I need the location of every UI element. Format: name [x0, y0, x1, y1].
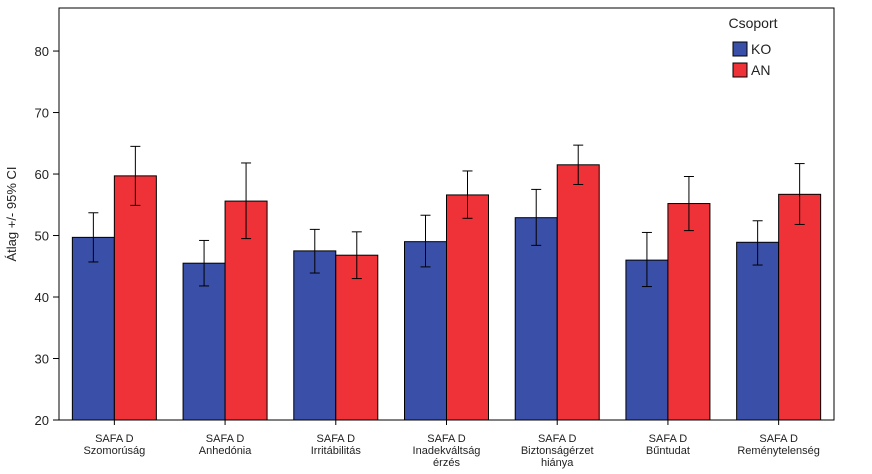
- x-tick-label: SAFA D: [317, 433, 356, 445]
- bar-ko: [736, 241, 780, 421]
- legend-label-an: AN: [751, 62, 770, 78]
- x-tick-label: SAFA D: [759, 433, 798, 445]
- y-tick-label: 60: [35, 167, 49, 182]
- x-tick-label: SAFA D: [649, 433, 688, 445]
- y-tick-label: 70: [35, 106, 49, 121]
- bar-ko: [404, 241, 447, 421]
- bar-ko: [293, 250, 337, 421]
- x-tick-label: SAFA D: [538, 433, 577, 445]
- bar-ko: [182, 262, 226, 421]
- error-bar: [462, 170, 473, 219]
- error-bar: [309, 228, 320, 274]
- x-tick-label: érzés: [433, 457, 460, 469]
- legend-label-ko: KO: [751, 41, 771, 57]
- error-bar: [794, 163, 805, 225]
- x-tick-label: Reménytelenség: [737, 445, 820, 457]
- y-tick-label: 50: [35, 229, 49, 244]
- bar-an: [335, 254, 379, 421]
- bar-an: [778, 193, 822, 421]
- error-bar: [351, 231, 362, 280]
- x-tick-label: Anhedónia: [199, 445, 252, 457]
- x-tick-label: Biztonságérzet: [521, 445, 594, 457]
- x-tick-label: SAFA D: [206, 433, 245, 445]
- bar-ko: [514, 217, 558, 421]
- x-tick-label: hiánya: [541, 457, 574, 469]
- error-bar: [573, 144, 584, 185]
- error-bar: [88, 212, 99, 263]
- x-tick-label: Irritábilitás: [311, 445, 362, 457]
- error-bar: [130, 145, 141, 206]
- error-bar: [752, 220, 763, 266]
- x-tick-label: Bűntudat: [646, 445, 690, 457]
- y-tick-label: 80: [35, 44, 49, 59]
- bar-an: [556, 164, 600, 421]
- bar-ko: [71, 236, 115, 421]
- x-tick-label: SAFA D: [427, 433, 466, 445]
- error-bar: [241, 162, 252, 240]
- error-bar: [641, 231, 652, 288]
- y-tick-label: 20: [35, 413, 49, 428]
- x-tick-label: SAFA D: [95, 433, 134, 445]
- error-bar: [199, 239, 210, 287]
- bar-an: [113, 175, 157, 421]
- y-tick-label: 30: [35, 352, 49, 367]
- legend-swatch-ko: [732, 41, 748, 57]
- legend: Csoport KO AN: [728, 15, 777, 78]
- error-bar: [531, 188, 542, 246]
- bar-an: [446, 194, 489, 421]
- error-bar: [683, 175, 694, 232]
- bar-an: [667, 203, 711, 421]
- y-tick-label: 40: [35, 290, 49, 305]
- y-axis-title: Átlag +/- 95% CI: [4, 166, 19, 261]
- x-tick-label: Szomorúság: [83, 445, 145, 457]
- legend-title: Csoport: [728, 15, 777, 31]
- error-bar: [420, 214, 431, 268]
- x-tick-label: Inadekváltság: [413, 445, 481, 457]
- legend-swatch-an: [732, 62, 748, 78]
